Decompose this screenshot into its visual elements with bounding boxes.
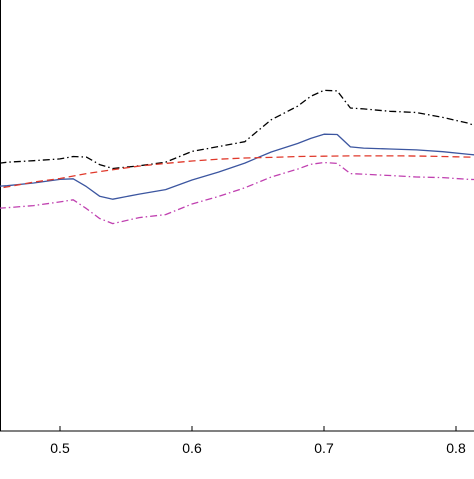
axes-layer — [0, 0, 474, 432]
series-layer — [0, 89, 474, 225]
x-ticks: 0.5 0.6 0.7 0.8 — [50, 426, 466, 456]
x-tick-label: 0.8 — [446, 440, 466, 456]
x-tick-label: 0.7 — [314, 440, 334, 456]
x-tick-label: 0.5 — [50, 440, 70, 456]
series-line-2 — [0, 133, 474, 200]
series-line-1 — [0, 89, 474, 170]
x-tick-label: 0.6 — [182, 440, 202, 456]
series-line-3 — [0, 155, 474, 189]
series-line-4 — [0, 161, 474, 225]
